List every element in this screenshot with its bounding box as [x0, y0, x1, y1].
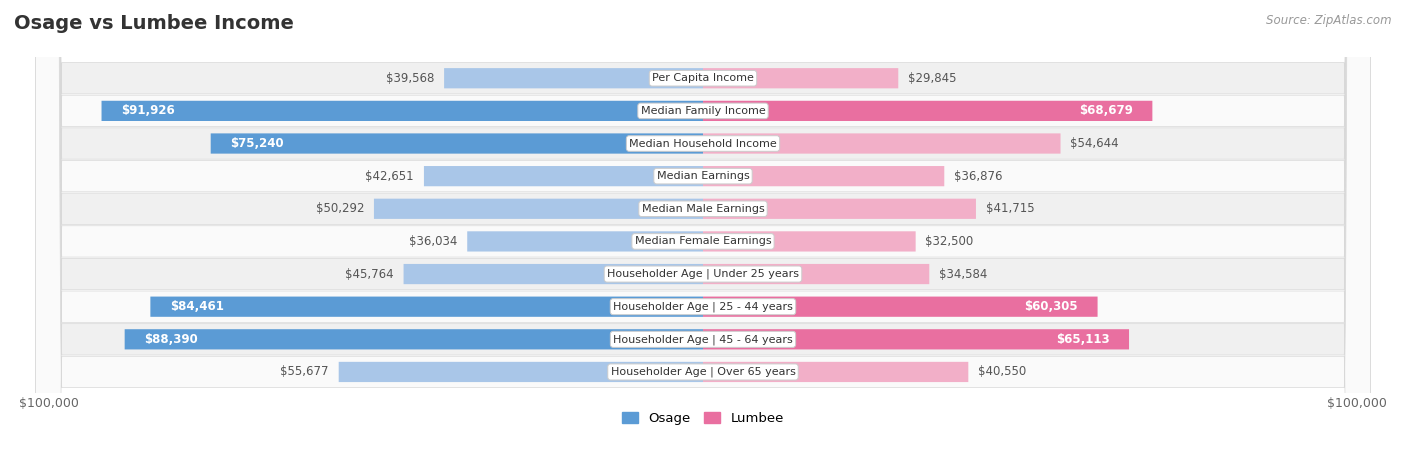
FancyBboxPatch shape [35, 0, 1371, 467]
Text: Householder Age | Under 25 years: Householder Age | Under 25 years [607, 269, 799, 279]
Text: Median Family Income: Median Family Income [641, 106, 765, 116]
FancyBboxPatch shape [374, 198, 703, 219]
Text: Median Earnings: Median Earnings [657, 171, 749, 181]
FancyBboxPatch shape [703, 101, 1153, 121]
FancyBboxPatch shape [35, 0, 1371, 467]
FancyBboxPatch shape [101, 101, 703, 121]
Text: Householder Age | 45 - 64 years: Householder Age | 45 - 64 years [613, 334, 793, 345]
Text: $45,764: $45,764 [344, 268, 394, 281]
FancyBboxPatch shape [35, 0, 1371, 467]
FancyBboxPatch shape [703, 198, 976, 219]
Text: $34,584: $34,584 [939, 268, 987, 281]
FancyBboxPatch shape [703, 166, 945, 186]
FancyBboxPatch shape [425, 166, 703, 186]
Text: Median Male Earnings: Median Male Earnings [641, 204, 765, 214]
Text: $84,461: $84,461 [170, 300, 224, 313]
FancyBboxPatch shape [444, 68, 703, 88]
Text: $68,679: $68,679 [1078, 105, 1133, 117]
FancyBboxPatch shape [703, 362, 969, 382]
FancyBboxPatch shape [35, 0, 1371, 467]
Text: $32,500: $32,500 [925, 235, 974, 248]
FancyBboxPatch shape [35, 0, 1371, 467]
Text: $91,926: $91,926 [121, 105, 174, 117]
Text: $60,305: $60,305 [1025, 300, 1078, 313]
FancyBboxPatch shape [35, 0, 1371, 467]
FancyBboxPatch shape [35, 0, 1371, 467]
FancyBboxPatch shape [404, 264, 703, 284]
FancyBboxPatch shape [125, 329, 703, 349]
FancyBboxPatch shape [703, 68, 898, 88]
FancyBboxPatch shape [339, 362, 703, 382]
Text: Per Capita Income: Per Capita Income [652, 73, 754, 83]
Text: Householder Age | Over 65 years: Householder Age | Over 65 years [610, 367, 796, 377]
Text: $40,550: $40,550 [979, 366, 1026, 378]
FancyBboxPatch shape [703, 264, 929, 284]
Text: Median Female Earnings: Median Female Earnings [634, 236, 772, 247]
Text: Householder Age | 25 - 44 years: Householder Age | 25 - 44 years [613, 301, 793, 312]
FancyBboxPatch shape [35, 0, 1371, 467]
Text: $55,677: $55,677 [280, 366, 329, 378]
Legend: Osage, Lumbee: Osage, Lumbee [617, 406, 789, 430]
Text: Median Household Income: Median Household Income [628, 139, 778, 149]
FancyBboxPatch shape [703, 297, 1098, 317]
Text: $39,568: $39,568 [385, 72, 434, 85]
Text: $42,651: $42,651 [366, 170, 415, 183]
FancyBboxPatch shape [467, 231, 703, 252]
FancyBboxPatch shape [35, 0, 1371, 467]
Text: $36,034: $36,034 [409, 235, 457, 248]
FancyBboxPatch shape [703, 329, 1129, 349]
Text: $88,390: $88,390 [145, 333, 198, 346]
Text: $65,113: $65,113 [1056, 333, 1109, 346]
FancyBboxPatch shape [703, 231, 915, 252]
Text: Osage vs Lumbee Income: Osage vs Lumbee Income [14, 14, 294, 33]
Text: $75,240: $75,240 [231, 137, 284, 150]
FancyBboxPatch shape [35, 0, 1371, 467]
Text: $54,644: $54,644 [1070, 137, 1119, 150]
Text: $29,845: $29,845 [908, 72, 956, 85]
Text: Source: ZipAtlas.com: Source: ZipAtlas.com [1267, 14, 1392, 27]
FancyBboxPatch shape [150, 297, 703, 317]
FancyBboxPatch shape [703, 134, 1060, 154]
Text: $36,876: $36,876 [955, 170, 1002, 183]
Text: $41,715: $41,715 [986, 202, 1035, 215]
Text: $50,292: $50,292 [315, 202, 364, 215]
FancyBboxPatch shape [211, 134, 703, 154]
